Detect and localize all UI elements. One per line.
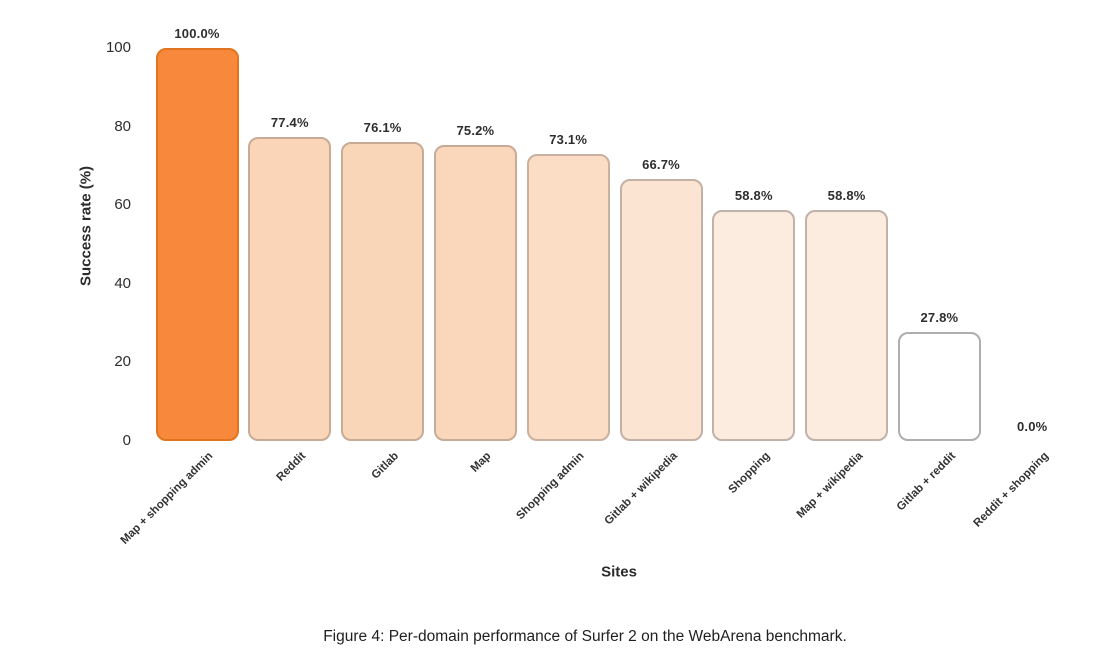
bar-value-label: 58.8% (734, 188, 773, 203)
bar-map-wikipedia (805, 210, 889, 441)
y-tick-label: 60 (114, 196, 131, 214)
bar-reddit (248, 137, 332, 441)
bar-value-label: 100.0% (174, 26, 220, 41)
x-tick-label: Reddit + shopping (971, 450, 1051, 530)
bar-gitlab-wikipedia (619, 179, 703, 441)
bar-value-label: 0.0% (1016, 419, 1048, 434)
bar-value-label: 75.2% (456, 123, 495, 138)
bar-gitlab-reddit (897, 332, 981, 441)
x-tick-label: Reddit (274, 450, 309, 484)
y-tick-label: 20 (114, 353, 131, 371)
bar-value-label: 58.8% (827, 188, 866, 203)
x-tick-label: Gitlab + wikipedia (602, 450, 680, 528)
y-tick-label: 100 (105, 39, 131, 56)
bar-gitlab (341, 142, 425, 441)
bar-shopping (712, 210, 796, 441)
x-tick-label: Gitlab (369, 450, 402, 482)
x-tick-label: Gitlab + reddit (894, 450, 958, 514)
x-tick-label: Map + shopping admin (118, 450, 216, 547)
y-tick-label: 0 (122, 432, 131, 449)
bar-value-label: 73.1% (549, 132, 588, 147)
bar-map (433, 145, 517, 441)
y-axis-title: Success rate (%) (77, 165, 95, 287)
x-tick-label: Shopping (726, 450, 773, 496)
x-axis-title: Sites (601, 563, 637, 581)
y-tick-label: 80 (114, 117, 131, 135)
bar-value-label: 77.4% (270, 115, 309, 130)
bar-value-label: 66.7% (642, 157, 680, 172)
bar-shopping-admin (526, 154, 610, 441)
bar-map-shopping-admin (155, 48, 239, 441)
x-tick-label: Map + wikipedia (794, 450, 866, 521)
figure-caption: Figure 4: Per-domain performance of Surf… (323, 628, 847, 645)
bar-value-label: 27.8% (920, 310, 959, 325)
x-tick-label: Shopping admin (514, 450, 587, 523)
y-tick-label: 40 (114, 274, 131, 292)
bar-value-label: 76.1% (363, 120, 402, 135)
x-tick-label: Map (469, 450, 494, 475)
